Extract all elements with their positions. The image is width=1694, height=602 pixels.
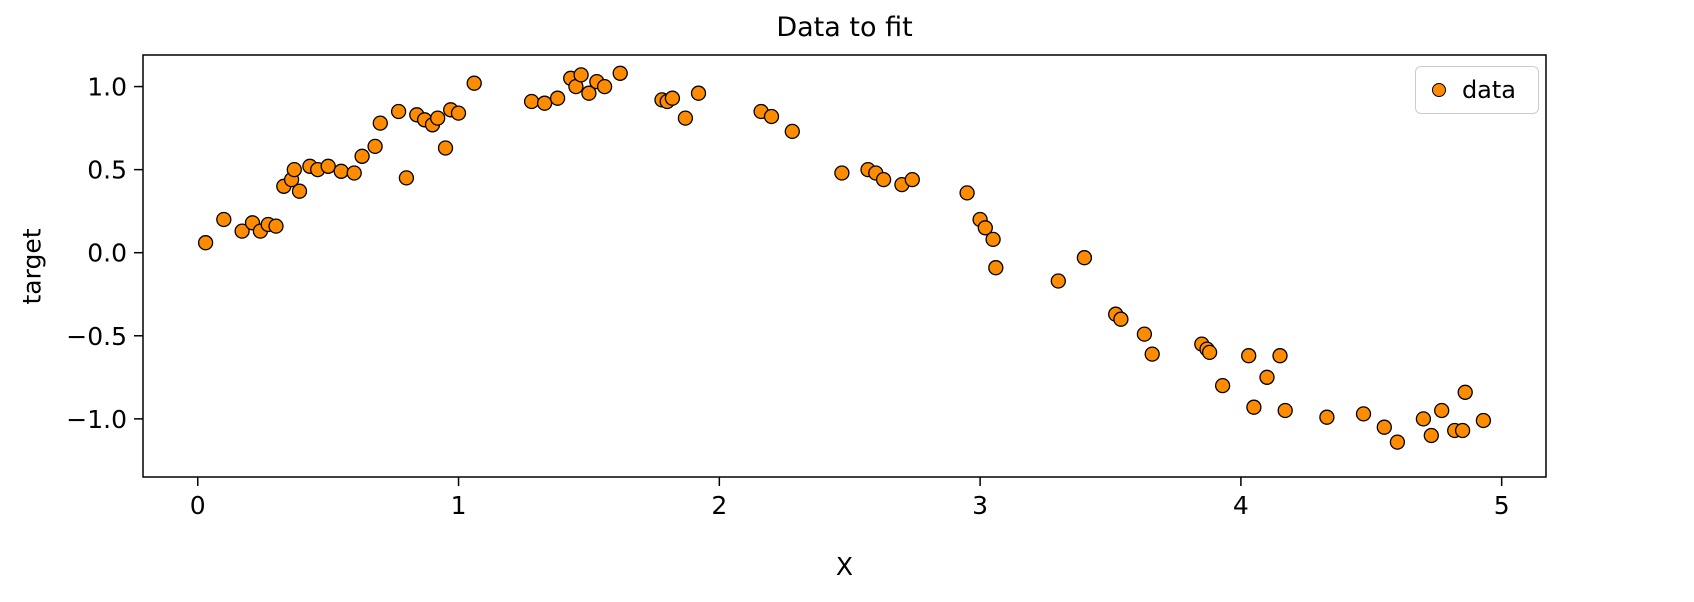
svg-text:0.5: 0.5 xyxy=(87,156,127,185)
svg-text:−0.5: −0.5 xyxy=(66,322,127,351)
svg-text:1: 1 xyxy=(451,491,467,520)
x-axis-label: X xyxy=(835,552,854,581)
data-marker-icon xyxy=(1431,83,1446,97)
svg-text:4: 4 xyxy=(1233,491,1249,520)
svg-text:−1.0: −1.0 xyxy=(66,405,127,434)
chart-title: Data to fit xyxy=(776,12,913,43)
svg-text:0: 0 xyxy=(190,491,206,520)
y-axis-label: target xyxy=(17,228,47,305)
svg-text:2: 2 xyxy=(711,491,727,520)
legend-label: data xyxy=(1461,76,1516,104)
svg-text:3: 3 xyxy=(972,491,988,520)
svg-text:0.0: 0.0 xyxy=(87,239,127,268)
svg-text:5: 5 xyxy=(1494,491,1510,520)
legend: data xyxy=(1414,66,1539,114)
svg-text:1.0: 1.0 xyxy=(87,73,127,102)
